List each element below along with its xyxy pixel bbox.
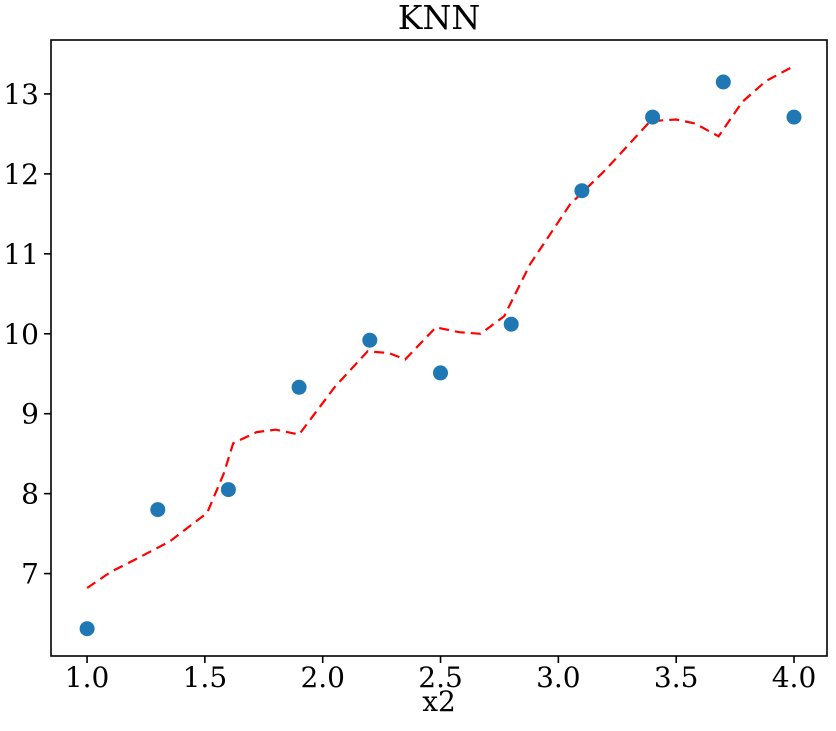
x-tick-label: 3.0 bbox=[536, 661, 581, 694]
scatter-point bbox=[786, 109, 802, 125]
x-tick-label: 3.5 bbox=[654, 661, 699, 694]
x-tick-label: 2.5 bbox=[418, 661, 463, 694]
y-tick-label: 13 bbox=[3, 78, 39, 111]
scatter-point bbox=[433, 365, 448, 381]
x-axis-label: x2 bbox=[422, 685, 456, 718]
y-tick-label: 10 bbox=[3, 318, 39, 351]
x-tick-label: 1.5 bbox=[183, 661, 228, 694]
scatter-point bbox=[220, 482, 236, 498]
scatter-series bbox=[79, 74, 802, 637]
scatter-point bbox=[291, 379, 307, 395]
y-tick-label: 9 bbox=[21, 398, 39, 431]
y-tick-label: 12 bbox=[3, 158, 39, 191]
y-tick-label: 11 bbox=[3, 238, 39, 271]
y-tick-label: 7 bbox=[21, 558, 39, 591]
y-tick-label: 8 bbox=[21, 478, 39, 511]
chart-title: KNN bbox=[398, 0, 480, 37]
x-tick-label: 2.0 bbox=[300, 661, 345, 694]
y-axis: 7 8 9 10 11 12 13 bbox=[3, 78, 51, 591]
scatter-point bbox=[574, 183, 590, 199]
scatter-point bbox=[150, 502, 166, 518]
scatter-point bbox=[503, 316, 519, 332]
scatter-point bbox=[362, 332, 378, 348]
x-tick-label: 4.0 bbox=[772, 661, 817, 694]
prediction-line bbox=[86, 65, 795, 589]
scatter-point bbox=[79, 621, 95, 637]
scatter-point bbox=[645, 109, 661, 125]
prediction-line-series bbox=[86, 65, 795, 589]
scatter-point bbox=[715, 74, 731, 90]
x-axis: 1.0 1.5 2.0 2.5 3.0 3.5 4.0 bbox=[65, 656, 816, 694]
plot-area bbox=[50, 39, 828, 657]
x-tick-label: 1.0 bbox=[65, 661, 110, 694]
